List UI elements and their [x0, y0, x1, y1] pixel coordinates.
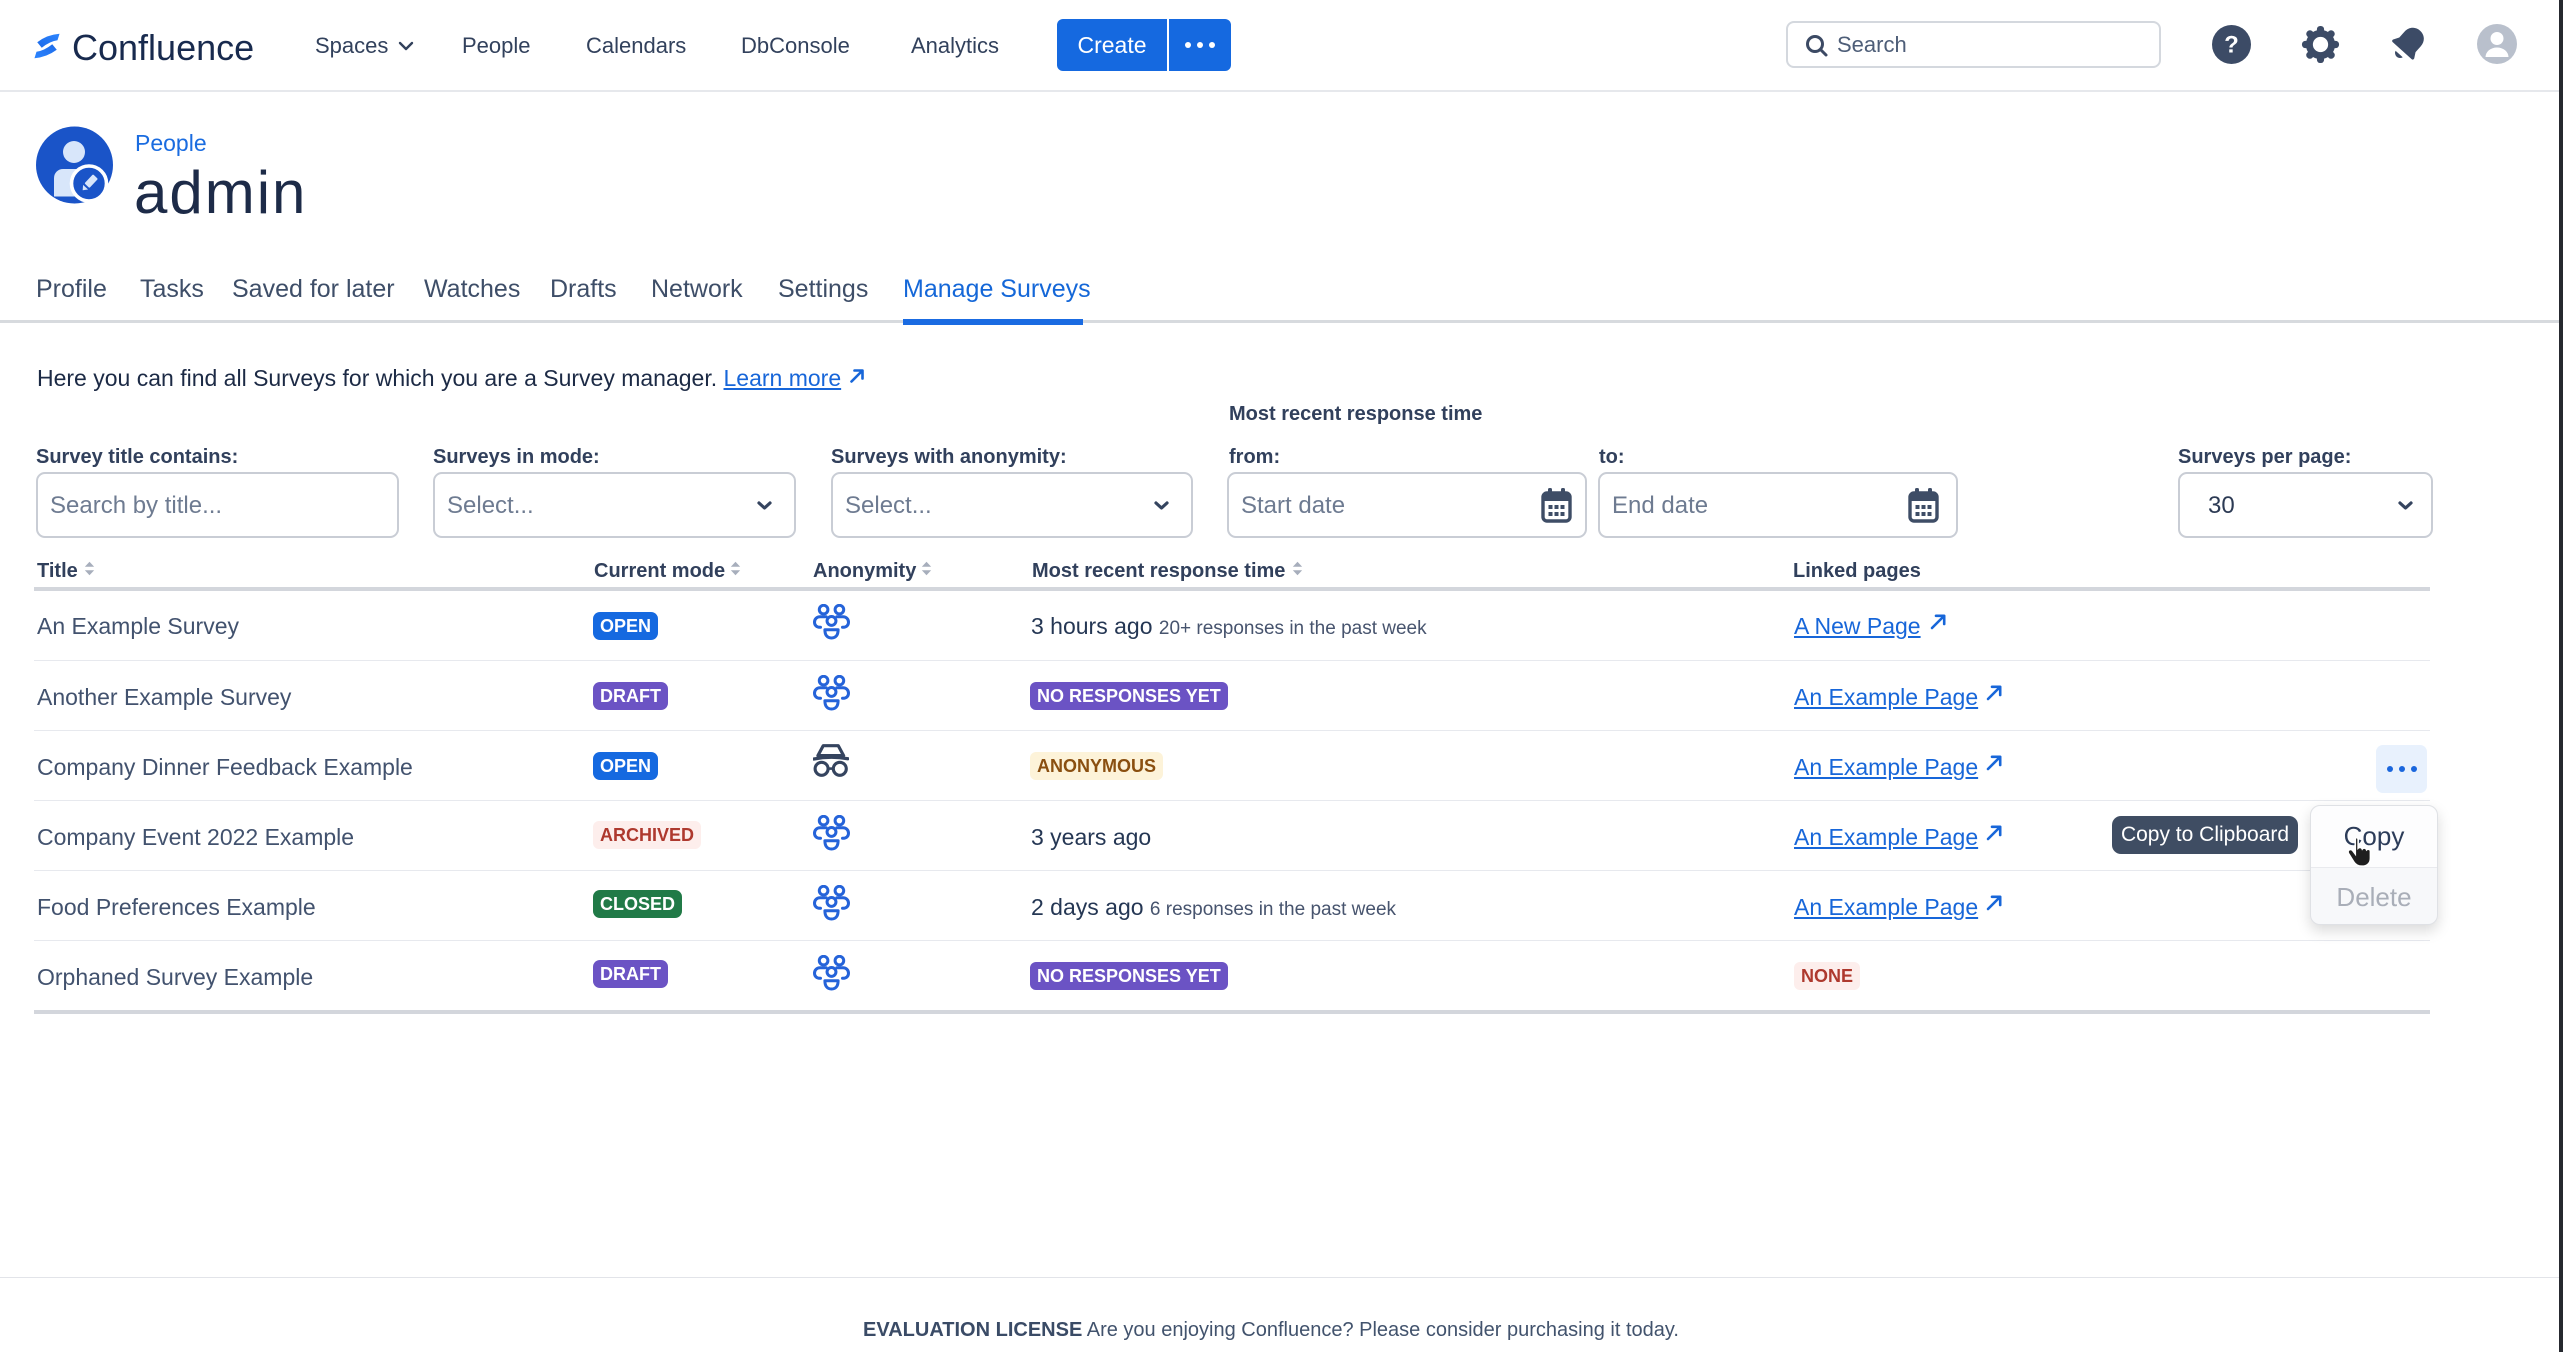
- svg-text:?: ?: [2224, 32, 2239, 59]
